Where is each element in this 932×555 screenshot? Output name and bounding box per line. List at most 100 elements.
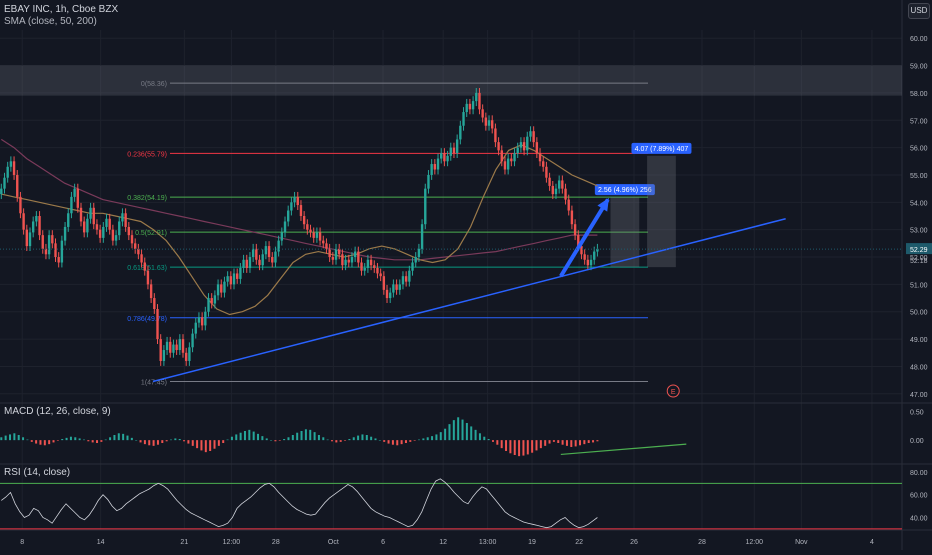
- candle-body: [38, 216, 41, 236]
- candle-body: [373, 265, 376, 268]
- candle-body: [130, 235, 134, 244]
- currency-button[interactable]: USD: [908, 3, 930, 19]
- macd-bar: [135, 440, 138, 441]
- macd-bar: [56, 440, 59, 441]
- candle-body: [478, 92, 481, 110]
- candle-body: [200, 317, 204, 326]
- macd-bar: [387, 440, 390, 444]
- candle-body: [468, 103, 472, 110]
- macd-bar: [592, 440, 595, 443]
- macd-bar: [4, 435, 7, 441]
- candle-body: [47, 235, 51, 255]
- candle-body: [554, 188, 558, 195]
- time-tick-label: 22: [575, 539, 583, 546]
- macd-bar: [522, 440, 525, 456]
- candle-body: [341, 254, 344, 266]
- candle-body: [455, 139, 459, 154]
- macd-bar: [491, 440, 494, 442]
- time-tick-label: 28: [272, 539, 280, 546]
- candle-body: [261, 254, 264, 266]
- candle-body: [385, 289, 389, 299]
- candle-body: [220, 284, 223, 293]
- time-tick-label: 12:00: [223, 539, 241, 546]
- macd-bar: [96, 440, 99, 443]
- macd-bar: [452, 420, 455, 441]
- candle-body: [63, 226, 67, 241]
- macd-bar: [117, 433, 120, 441]
- candle-body: [22, 213, 25, 230]
- candle-body: [3, 177, 6, 189]
- sma-legend[interactable]: SMA (close, 50, 200): [4, 16, 97, 27]
- candle-body: [102, 226, 105, 238]
- macd-bar: [470, 426, 473, 441]
- symbol-title[interactable]: EBAY INC, 1h, Cboe BZX: [4, 4, 119, 15]
- price-tick-label: 50.00: [910, 310, 928, 317]
- rsi-pane: [0, 478, 902, 530]
- fib-level-label: 0(58.36): [141, 81, 167, 88]
- candle-body: [267, 246, 271, 258]
- candle-body: [411, 262, 414, 271]
- rsi-legend[interactable]: RSI (14, close): [4, 467, 71, 478]
- macd-bar: [9, 434, 12, 441]
- candle-body: [194, 322, 197, 334]
- candle-body: [503, 161, 507, 170]
- candle-body: [510, 158, 513, 162]
- candle-body: [92, 207, 95, 225]
- candle-body: [545, 166, 548, 178]
- macd-bar: [531, 440, 534, 453]
- earnings-marker-label: E: [671, 389, 676, 396]
- candle-body: [583, 254, 586, 260]
- candle-body: [532, 131, 535, 143]
- candle-body: [353, 251, 357, 258]
- candle-body: [522, 142, 526, 151]
- candle-body: [156, 309, 159, 340]
- macd-bar: [87, 440, 90, 442]
- candle-body: [264, 246, 268, 255]
- candle-body: [159, 339, 162, 361]
- macd-bar: [139, 440, 142, 443]
- macd-bar: [170, 439, 173, 441]
- candle-body: [459, 125, 462, 140]
- macd-legend[interactable]: MACD (12, 26, close, 9): [4, 406, 111, 417]
- macd-bar: [326, 439, 329, 441]
- candle-body: [165, 341, 169, 351]
- macd-bar: [587, 440, 590, 443]
- candle-body: [325, 243, 328, 249]
- macd-bar: [444, 428, 447, 441]
- candle-body: [427, 174, 430, 189]
- macd-bar: [122, 433, 125, 441]
- candle-body: [360, 262, 363, 271]
- candle-body: [382, 276, 386, 290]
- macd-bar: [191, 440, 194, 446]
- macd-bar: [52, 440, 55, 443]
- candle-body: [338, 248, 341, 255]
- candle-body: [239, 267, 242, 279]
- time-tick-label: 12:00: [746, 539, 764, 546]
- macd-bar: [330, 440, 333, 442]
- candle-body: [561, 180, 564, 189]
- candle-body: [6, 166, 9, 178]
- candle-body: [25, 229, 29, 247]
- macd-bar: [200, 440, 203, 451]
- candle-body: [108, 218, 111, 230]
- macd-bar: [82, 439, 85, 441]
- macd-bar: [509, 440, 512, 454]
- macd-bar: [213, 440, 216, 449]
- candle-body: [363, 267, 366, 271]
- macd-bar: [374, 438, 377, 441]
- candle-body: [210, 298, 213, 304]
- macd-bar: [0, 437, 3, 441]
- sma-50-line: [1, 144, 598, 316]
- macd-bar: [570, 440, 573, 447]
- macd-bar: [296, 432, 299, 441]
- candle-body: [471, 101, 475, 110]
- candle-body: [296, 196, 299, 206]
- macd-bar: [526, 440, 529, 455]
- trendline: [152, 218, 786, 383]
- candle-body: [302, 216, 306, 225]
- candle-body: [255, 248, 258, 260]
- fib-level-label: 0.5(52.91): [135, 230, 167, 237]
- candle-body: [232, 273, 236, 285]
- candle-body: [197, 317, 201, 323]
